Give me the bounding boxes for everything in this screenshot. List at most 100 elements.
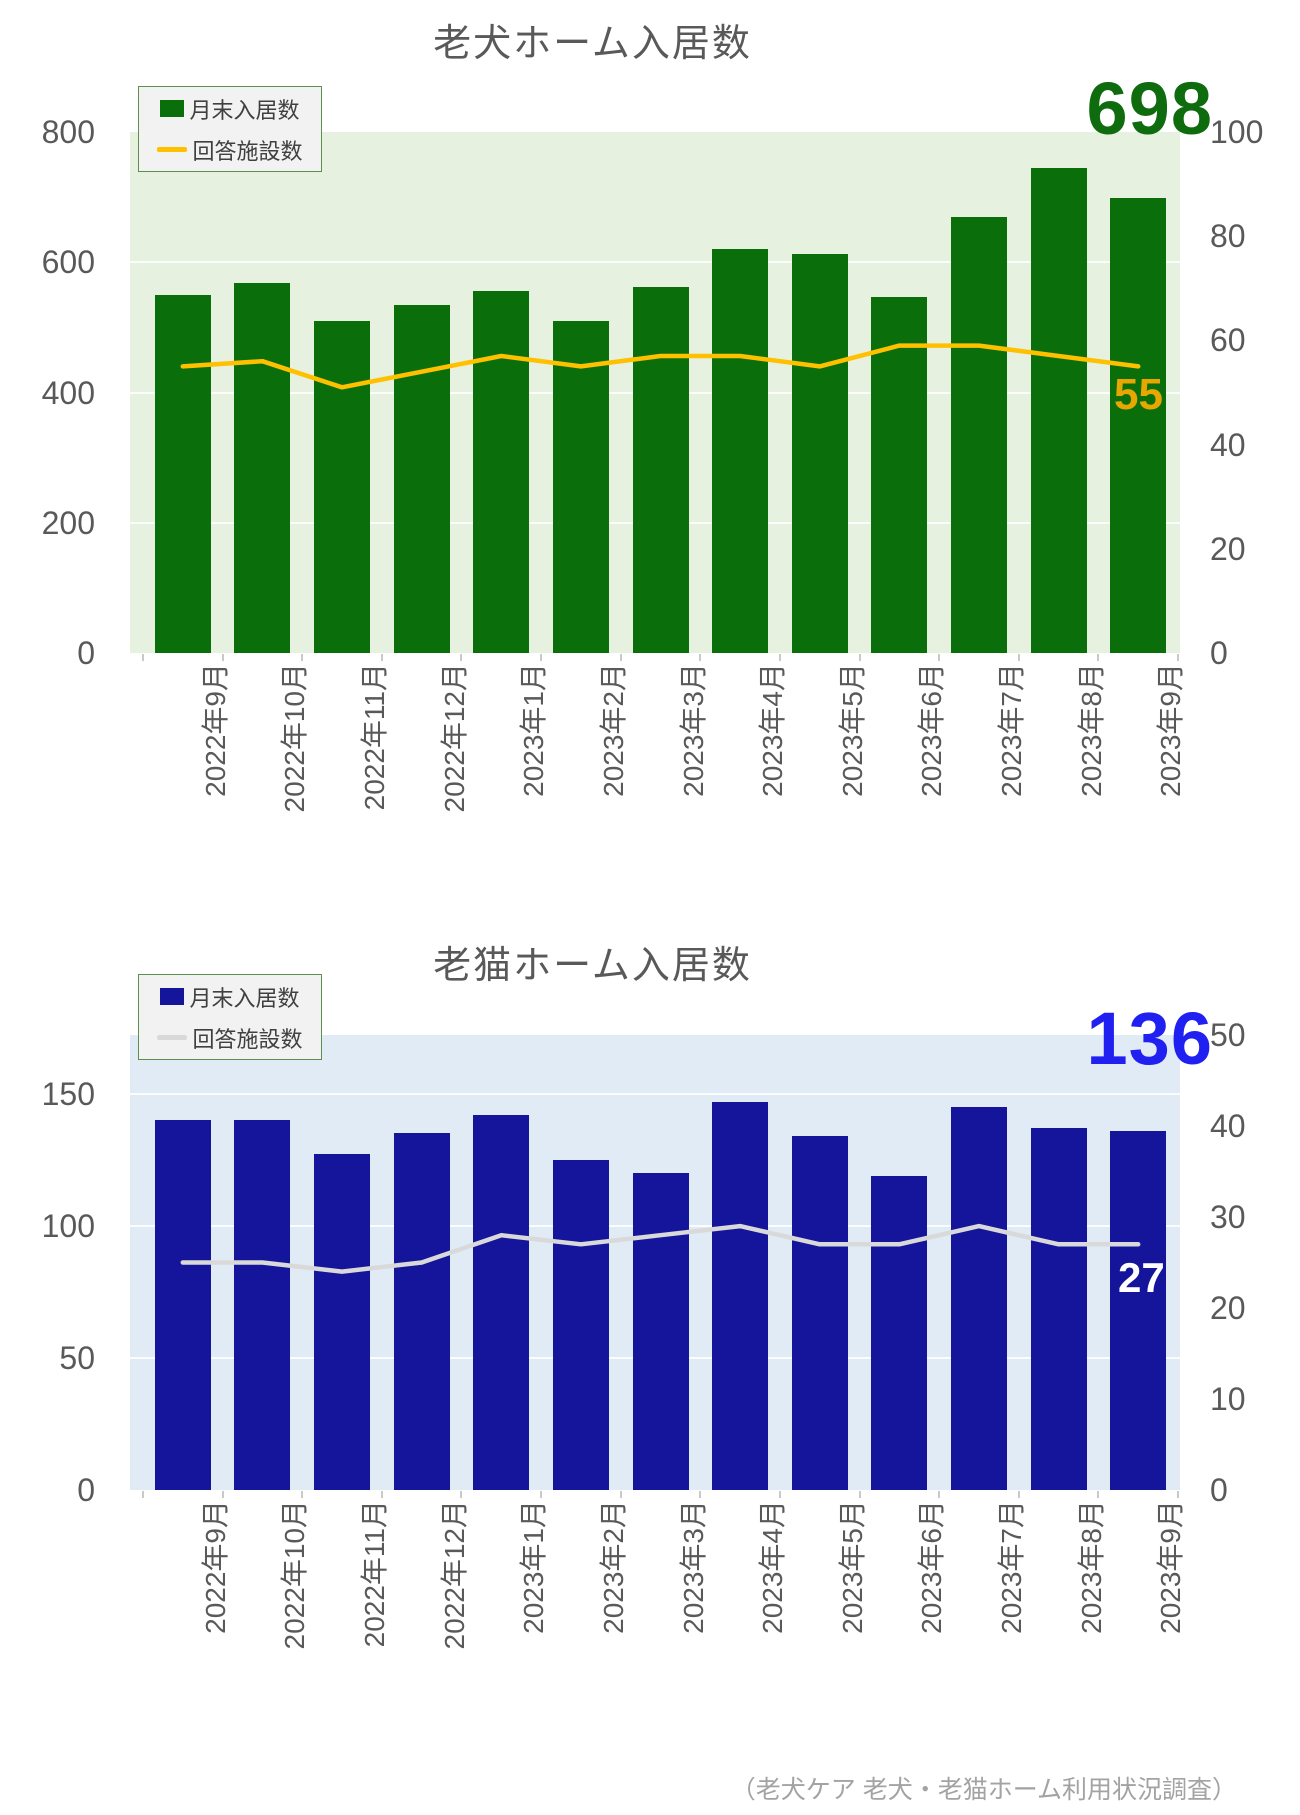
line-series-swatch bbox=[157, 147, 188, 152]
x-axis-tick bbox=[1177, 1491, 1179, 1498]
x-axis-month-label: 2023年2月 bbox=[597, 663, 629, 797]
bar bbox=[154, 1120, 211, 1490]
x-axis-month-label: 2022年9月 bbox=[199, 663, 231, 797]
grid-line bbox=[130, 261, 1180, 264]
x-axis-tick bbox=[142, 1491, 144, 1498]
bar bbox=[234, 1120, 291, 1490]
bar bbox=[712, 249, 769, 653]
x-axis-tick bbox=[858, 654, 861, 661]
bar bbox=[1030, 1128, 1087, 1490]
x-axis-tick bbox=[1097, 1491, 1100, 1498]
right-axis-tick-label: 20 bbox=[1210, 1290, 1246, 1326]
x-axis-month-label: 2023年7月 bbox=[995, 663, 1027, 797]
bar bbox=[314, 320, 371, 653]
x-axis-tick bbox=[858, 1491, 861, 1498]
dog-chart-title: 老犬ホーム入居数 bbox=[433, 23, 752, 65]
bar bbox=[552, 320, 609, 653]
bar bbox=[871, 296, 928, 653]
x-axis-month-label: 2023年3月 bbox=[677, 663, 709, 797]
bar-series-label: 月末入居数 bbox=[189, 97, 300, 123]
x-axis-month-label: 2022年10月 bbox=[279, 663, 311, 813]
x-axis-month-label: 2023年8月 bbox=[1075, 1500, 1107, 1634]
cat-chart-title: 老猫ホーム入居数 bbox=[433, 945, 752, 987]
x-axis-month-label: 2023年9月 bbox=[1155, 1500, 1187, 1634]
line-series bbox=[180, 1223, 1141, 1274]
bar bbox=[393, 1133, 450, 1490]
bar bbox=[473, 1114, 530, 1490]
dog-latest-facilities-value: 55 bbox=[1114, 370, 1163, 419]
cat-latest-occupancy-value: 136 bbox=[1086, 997, 1213, 1080]
x-axis-month-label: 2022年11月 bbox=[359, 663, 391, 811]
left-axis-tick-label: 800 bbox=[41, 114, 95, 150]
x-axis-month-label: 2023年8月 bbox=[1075, 663, 1107, 797]
x-axis-month-label: 2023年6月 bbox=[916, 1500, 948, 1634]
bar bbox=[473, 290, 530, 653]
right-axis-tick-label: 40 bbox=[1210, 426, 1246, 463]
x-axis-tick bbox=[142, 654, 144, 661]
bar bbox=[712, 1101, 769, 1490]
line-series-swatch bbox=[157, 1035, 188, 1040]
right-axis-tick-label: 40 bbox=[1210, 1108, 1246, 1144]
x-axis-tick bbox=[1097, 654, 1100, 661]
grid-line bbox=[130, 1092, 1180, 1095]
dog-latest-occupancy-value: 698 bbox=[1086, 67, 1213, 150]
bar bbox=[950, 217, 1007, 653]
x-axis-month-label: 2023年1月 bbox=[518, 663, 550, 797]
bar bbox=[632, 286, 689, 653]
bar-series-swatch bbox=[160, 988, 185, 1005]
x-axis-tick bbox=[380, 654, 383, 661]
x-axis-month-label: 2023年9月 bbox=[1155, 663, 1187, 797]
x-axis-month-label: 2023年4月 bbox=[757, 663, 789, 797]
left-axis-tick-label: 0 bbox=[77, 635, 95, 671]
left-axis-tick-label: 50 bbox=[59, 1339, 95, 1376]
x-axis-tick bbox=[460, 654, 463, 661]
line-series-label: 回答施設数 bbox=[192, 138, 303, 164]
bar bbox=[393, 305, 450, 653]
right-axis-tick-label: 60 bbox=[1210, 322, 1246, 359]
right-axis-tick-label: 30 bbox=[1210, 1199, 1246, 1235]
x-axis-tick bbox=[699, 654, 702, 661]
bar bbox=[552, 1159, 609, 1490]
bar bbox=[871, 1175, 928, 1490]
x-axis-month-label: 2023年4月 bbox=[757, 1500, 789, 1634]
bar bbox=[314, 1154, 371, 1490]
bar bbox=[791, 254, 848, 653]
bar bbox=[1030, 168, 1087, 653]
x-axis-tick bbox=[540, 1491, 543, 1498]
x-axis-month-label: 2023年3月 bbox=[677, 1500, 709, 1634]
bar bbox=[1110, 1130, 1167, 1490]
x-axis-tick bbox=[1177, 654, 1179, 661]
x-axis-tick bbox=[619, 1491, 622, 1498]
x-axis-month-label: 2023年1月 bbox=[518, 1500, 550, 1634]
right-axis-tick-label: 0 bbox=[1210, 635, 1228, 671]
dog-chart-legend: 月末入居数 回答施設数 bbox=[138, 86, 322, 172]
bar bbox=[950, 1106, 1007, 1490]
x-axis-month-label: 2023年7月 bbox=[995, 1500, 1027, 1634]
line-series bbox=[180, 343, 1141, 390]
right-axis-tick-label: 0 bbox=[1210, 1472, 1228, 1508]
cat-latest-facilities-value: 27 bbox=[1118, 1254, 1165, 1301]
bar bbox=[791, 1135, 848, 1490]
x-axis-tick bbox=[778, 1491, 781, 1498]
right-axis-tick-label: 50 bbox=[1210, 1017, 1246, 1053]
x-axis-month-label: 2023年6月 bbox=[916, 663, 948, 797]
legend-item-line: 回答施設数 bbox=[157, 1022, 303, 1054]
bar-series-swatch bbox=[160, 100, 185, 117]
left-axis-tick-label: 150 bbox=[41, 1075, 95, 1112]
x-axis-tick bbox=[540, 654, 543, 661]
x-axis-month-label: 2022年10月 bbox=[279, 1500, 311, 1650]
line-series-label: 回答施設数 bbox=[192, 1026, 303, 1052]
x-axis-tick bbox=[938, 654, 941, 661]
x-axis-tick bbox=[221, 654, 224, 661]
legend-item-line: 回答施設数 bbox=[157, 134, 303, 166]
x-axis-tick bbox=[1017, 654, 1020, 661]
x-axis-tick bbox=[460, 1491, 463, 1498]
x-axis-tick bbox=[938, 1491, 941, 1498]
x-axis-tick bbox=[619, 654, 622, 661]
x-axis-month-label: 2022年11月 bbox=[359, 1500, 391, 1648]
x-axis-month-label: 2022年12月 bbox=[438, 663, 470, 813]
x-axis-month-label: 2022年12月 bbox=[438, 1500, 470, 1650]
bar bbox=[632, 1172, 689, 1490]
x-axis-tick bbox=[778, 654, 781, 661]
left-axis-tick-label: 100 bbox=[41, 1207, 95, 1244]
